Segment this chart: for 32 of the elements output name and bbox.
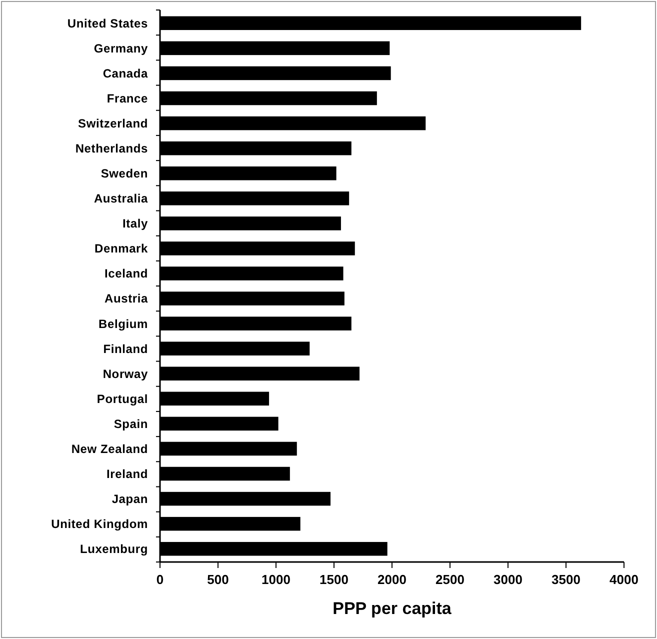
y-tick-label: Italy (122, 216, 148, 231)
x-tick-label: 4000 (610, 572, 638, 587)
y-tick-label: Luxemburg (80, 542, 148, 556)
y-tick-label: Belgium (98, 316, 148, 331)
y-tick-label: Denmark (94, 242, 148, 256)
y-tick-label: Austria (104, 292, 148, 306)
x-tick-label: 3000 (494, 572, 522, 587)
y-tick-label: Iceland (104, 266, 148, 281)
y-tick-label: New Zealand (71, 442, 148, 456)
x-tick-label: 500 (207, 572, 229, 587)
y-tick-label: United States (67, 16, 148, 30)
y-tick-label: Japan (112, 492, 148, 506)
y-tick-label: Canada (102, 66, 148, 80)
y-tick-label: Australia (94, 192, 148, 206)
y-tick-label: Switzerland (78, 116, 148, 130)
x-tick-label: 2500 (436, 572, 464, 587)
y-tick-label: Netherlands (75, 142, 148, 156)
y-tick-label: Finland (103, 342, 148, 356)
y-tick-label: Germany (94, 41, 148, 56)
x-tick-label: 1500 (320, 572, 348, 587)
y-tick-label: Ireland (106, 466, 148, 481)
x-tick-label: 0 (156, 572, 164, 587)
y-tick-label: Sweden (100, 166, 148, 181)
y-tick-label: United Kingdom (51, 517, 148, 532)
y-tick-label: France (106, 91, 148, 106)
x-axis-title: PPP per capita (332, 599, 452, 618)
x-tick-label: 1000 (262, 572, 290, 587)
x-tick-label: 2000 (378, 572, 406, 587)
y-tick-label: Norway (102, 366, 148, 381)
x-tick-label: 3500 (552, 572, 580, 587)
y-tick-label: Portugal (96, 392, 148, 406)
y-tick-label: Spain (114, 416, 148, 431)
